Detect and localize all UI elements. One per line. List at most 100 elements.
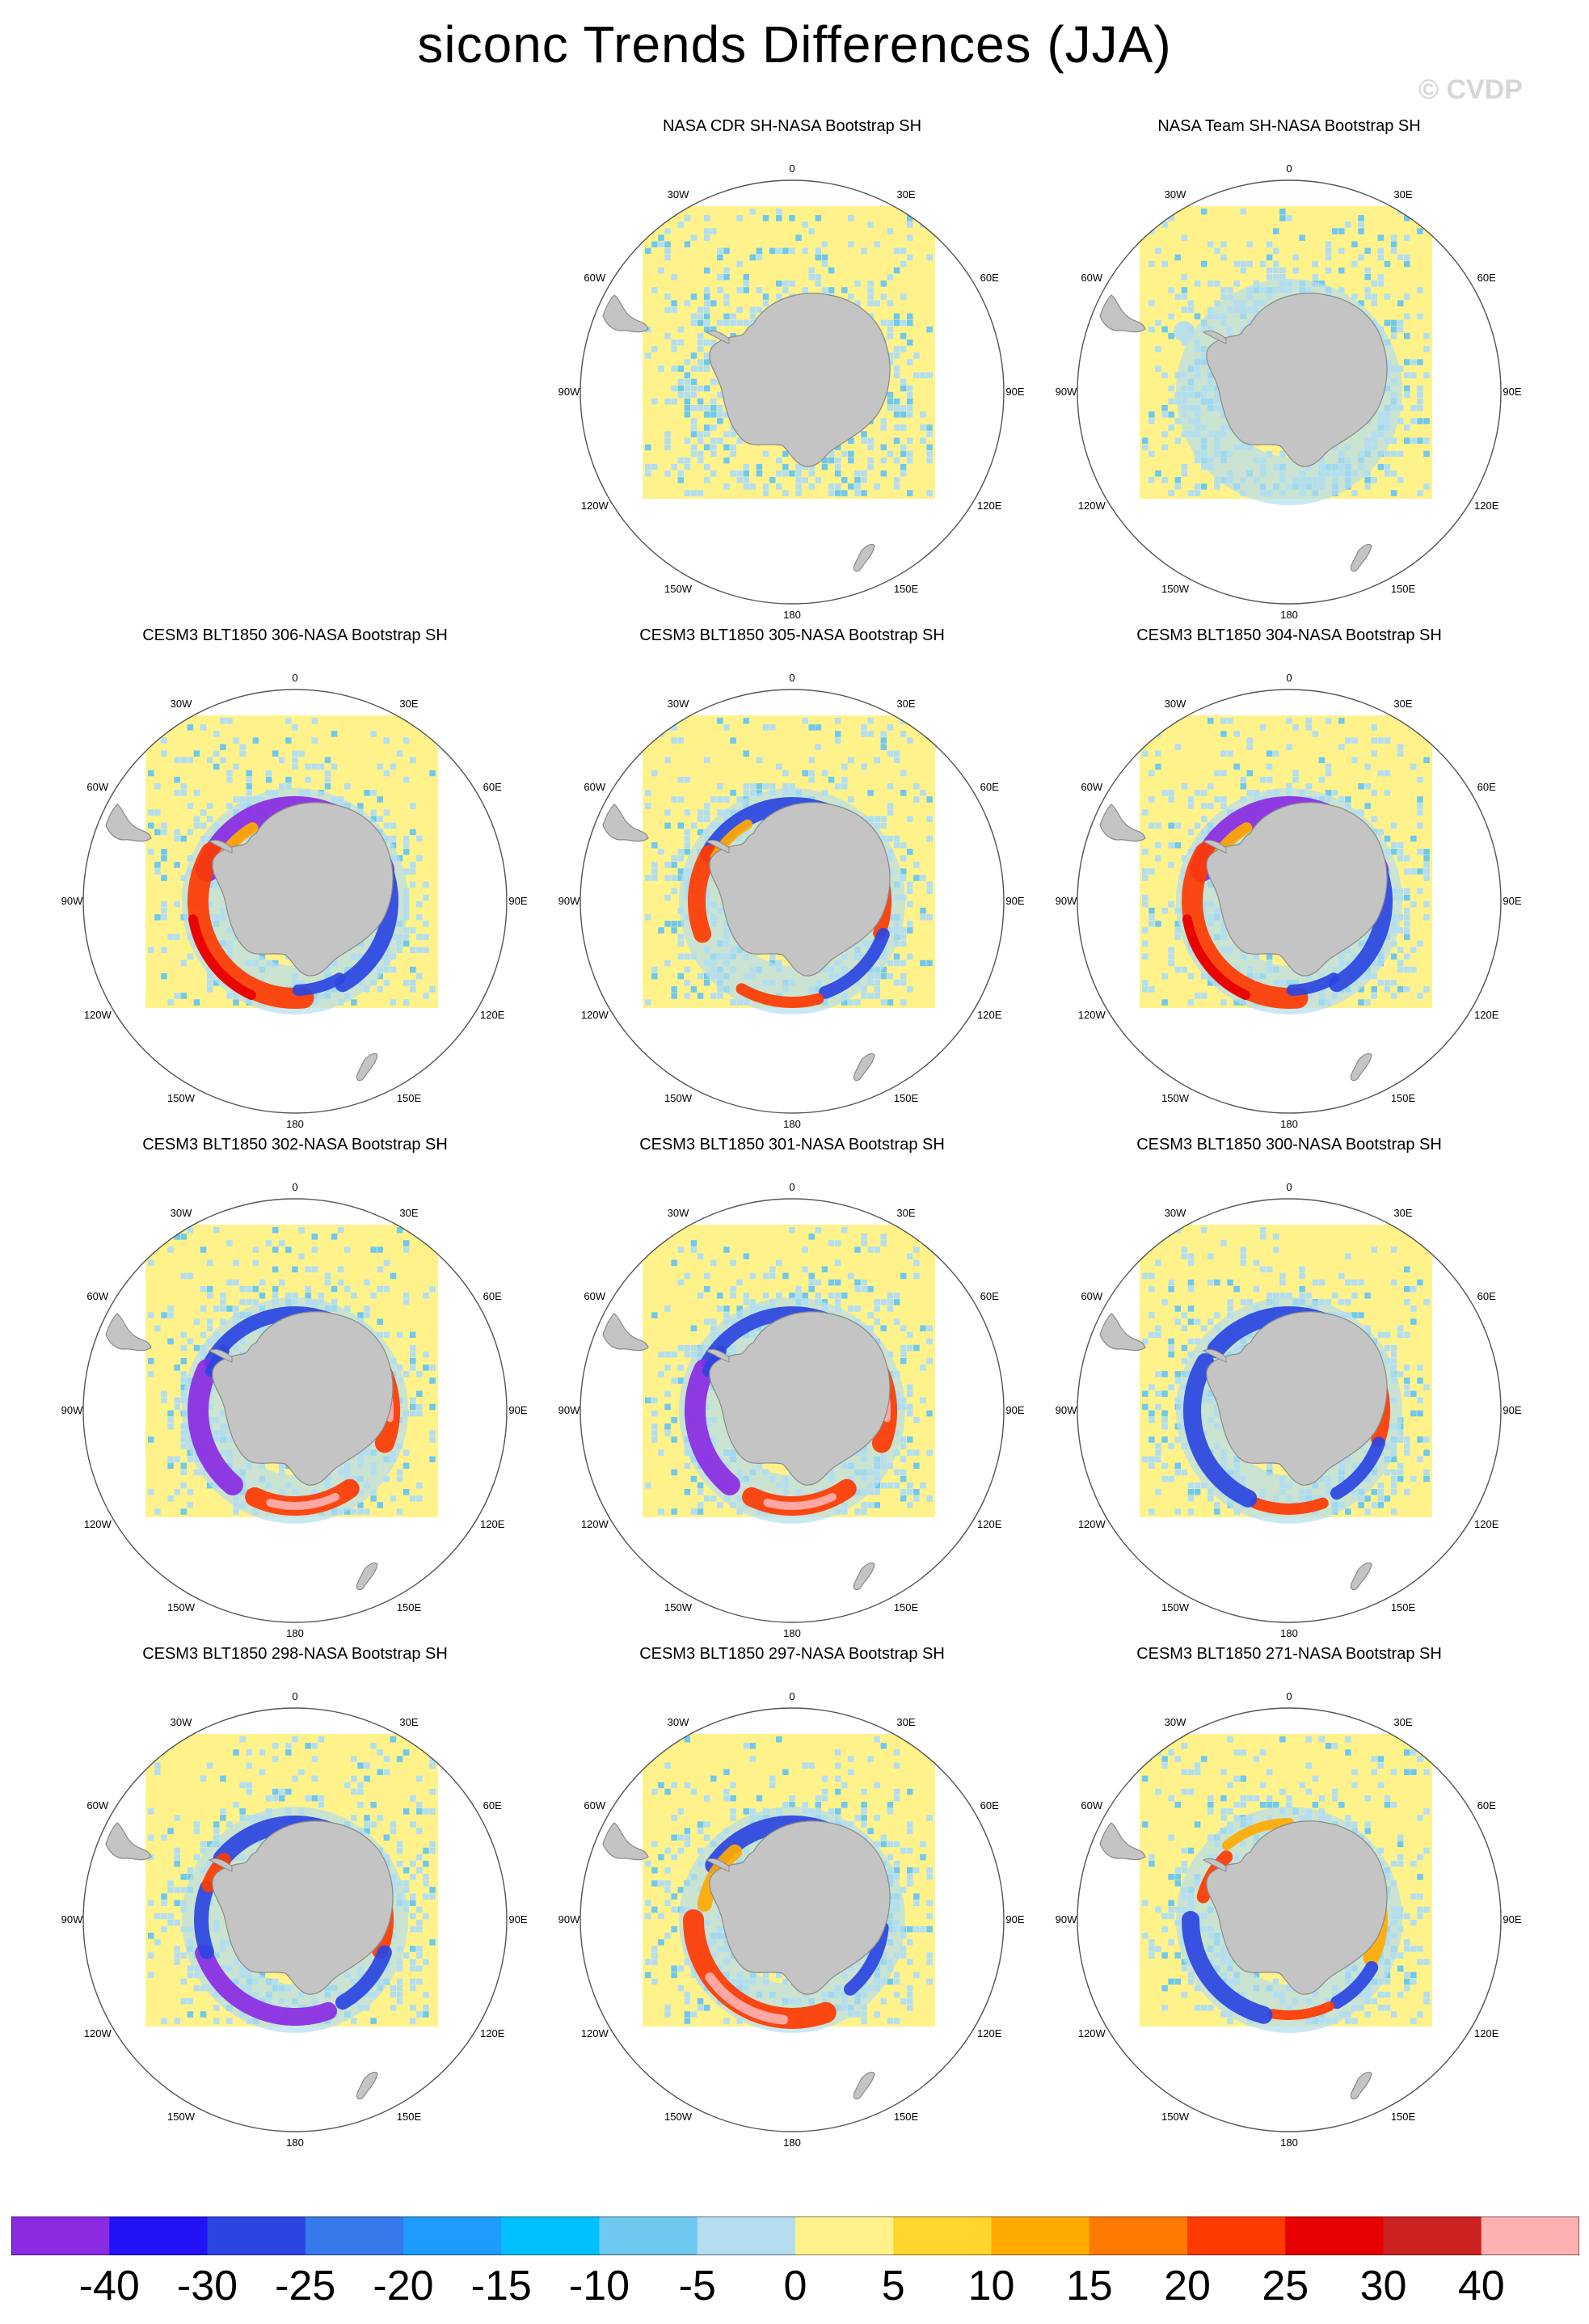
lon-120e-label: 120E [480, 1009, 505, 1021]
lon-60w-label: 60W [584, 781, 605, 793]
lon-90w-label: 90W [1056, 386, 1077, 398]
lon-60e-label: 60E [1477, 272, 1496, 284]
anomaly-band [735, 983, 824, 1008]
figure-title: siconc Trends Differences (JJA) [417, 15, 1172, 74]
panel-title: CESM3 BLT1850 297-NASA Bootstrap SH [639, 1645, 945, 1663]
colorbar-swatch [1089, 2216, 1188, 2255]
new-zealand [853, 2071, 875, 2100]
lon-150w-label: 150W [1161, 583, 1190, 595]
lon-30e-label: 30E [1393, 698, 1412, 710]
lon-150e-label: 150E [1391, 583, 1416, 595]
colorbar-swatch [599, 2216, 698, 2255]
colorbar-swatch [1383, 2216, 1482, 2255]
lon-180-label: 180 [783, 1118, 801, 1130]
antarctica-landmass [212, 802, 394, 976]
panel-title: CESM3 BLT1850 302-NASA Bootstrap SH [142, 1136, 448, 1154]
lon-120w-label: 120W [581, 500, 609, 512]
lon-180-label: 180 [1280, 2136, 1298, 2149]
lon-120e-label: 120E [1474, 500, 1499, 512]
south-america-tip [1099, 294, 1146, 333]
polar-stereographic-map: 0 30E 60E 90E 120E 150E 180 150W 120W 90W 60W 30W [558, 1181, 1025, 1639]
colorbar-label: -20 [373, 2263, 434, 2309]
polar-stereographic-map: 0 30E 60E 90E 120E 150E 180 150W 120W 90W 60W 30W [61, 1181, 528, 1639]
colorbar-label: -10 [568, 2263, 630, 2309]
anomaly-band [188, 1359, 243, 1495]
lon-90w-label: 90W [558, 386, 580, 398]
lon-150e-label: 150E [894, 583, 919, 595]
antarctic-peninsula [208, 1348, 233, 1363]
lon-0-label: 0 [292, 1181, 297, 1193]
map-boundary [82, 1707, 508, 2132]
lon-30w-label: 30W [171, 1716, 192, 1728]
new-zealand [853, 543, 875, 572]
polar-stereographic-map: 0 30E 60E 90E 120E 150E 180 150W 120W 90W 60W 30W [558, 672, 1025, 1130]
panel-title: NASA Team SH-NASA Bootstrap SH [1157, 117, 1421, 135]
lon-90e-label: 90E [1503, 386, 1521, 398]
map-panel: CESM3 BLT1850 306-NASA Bootstrap SH 0 30E 6… [44, 626, 546, 1136]
map-panel: CESM3 BLT1850 305-NASA Bootstrap SH 0 30E 6… [542, 626, 1043, 1136]
colorbar-label: -5 [678, 2263, 716, 2309]
antarctic-peninsula [1202, 1348, 1227, 1363]
lon-120e-label: 120E [480, 2027, 505, 2039]
antarctic-peninsula [208, 839, 233, 854]
colorbar-swatch [109, 2216, 208, 2255]
colorbar-label: -30 [176, 2263, 238, 2309]
colorbar-label: 0 [783, 2263, 807, 2309]
anomaly-band [1182, 914, 1250, 1000]
colorbar-label: 15 [1065, 2263, 1113, 2309]
new-zealand [1350, 1562, 1372, 1591]
new-zealand [1350, 2071, 1372, 2100]
lon-90e-label: 90E [1005, 895, 1024, 907]
colorbar-swatch [1187, 2216, 1286, 2255]
lon-0-label: 0 [789, 162, 794, 175]
lon-60e-label: 60E [483, 781, 502, 793]
map-panel: NASA Team SH-NASA Bootstrap SH 0 30E 60E 90E… [1039, 117, 1540, 626]
new-zealand [1350, 543, 1372, 572]
lon-30w-label: 30W [171, 1207, 192, 1219]
colorbar-label: -40 [78, 2263, 140, 2309]
lon-90e-label: 90E [508, 895, 527, 907]
lon-30e-label: 30E [1393, 188, 1412, 200]
antarctica-landmass [1206, 293, 1388, 467]
anomaly-band [1286, 972, 1339, 996]
antarctica-landmass [212, 1820, 394, 1995]
antarctica-landmass [709, 293, 891, 467]
colorbar-label: 20 [1164, 2263, 1211, 2309]
anomaly-band [685, 1359, 740, 1495]
panel-title: CESM3 BLT1850 301-NASA Bootstrap SH [639, 1136, 945, 1154]
map-panel: NASA CDR SH-NASA Bootstrap SH 0 30E 60E 90E 1… [542, 117, 1043, 626]
lon-30e-label: 30E [1393, 1207, 1412, 1219]
lon-120w-label: 120W [1078, 1518, 1106, 1530]
lon-60w-label: 60W [1081, 781, 1102, 793]
lon-90w-label: 90W [61, 895, 83, 907]
anomaly-band [335, 1945, 392, 2010]
lon-150w-label: 150W [167, 1601, 196, 1613]
anomaly-band [1250, 1497, 1329, 1515]
colorbar-swatch [403, 2216, 502, 2255]
lon-180-label: 180 [783, 2136, 801, 2149]
anomaly-band [292, 972, 345, 996]
anomaly-band [204, 1345, 230, 1377]
lon-60w-label: 60W [86, 1799, 108, 1812]
lon-30w-label: 30W [1165, 698, 1186, 710]
lon-120e-label: 120E [1474, 1518, 1499, 1530]
lon-0-label: 0 [789, 1181, 794, 1193]
anomaly-band [763, 1492, 837, 1510]
lon-150e-label: 150E [397, 1092, 422, 1104]
lon-0-label: 0 [292, 672, 297, 684]
lon-0-label: 0 [1286, 1181, 1292, 1193]
colorbar-labels: -40 -30 -25 -20 -15 -10 -5 0 5 10 15 20 25 30 40 [0, 2262, 1589, 2318]
map-boundary [580, 1707, 1005, 2132]
anomaly-band [1183, 1353, 1258, 1508]
lon-30w-label: 30W [1165, 1716, 1186, 1728]
colorbar-swatch [795, 2216, 894, 2255]
lon-90w-label: 90W [1056, 895, 1077, 907]
cvdp-watermark: © CVDP [1418, 74, 1523, 105]
antarctic-peninsula [705, 1348, 730, 1363]
lon-150e-label: 150E [894, 1092, 919, 1104]
map-boundary [1077, 1707, 1502, 2132]
lon-150e-label: 150E [894, 2111, 919, 2123]
colorbar-label: -15 [470, 2263, 532, 2309]
antarctica-landmass [1206, 802, 1388, 976]
antarctic-peninsula [1202, 1858, 1227, 1872]
